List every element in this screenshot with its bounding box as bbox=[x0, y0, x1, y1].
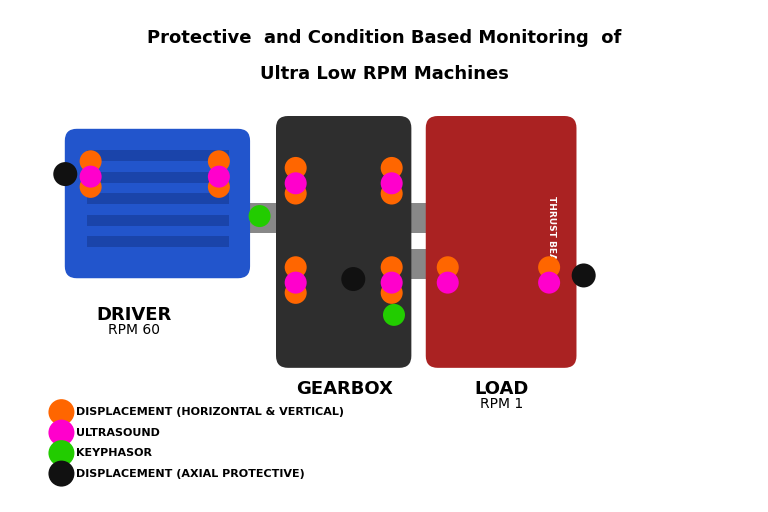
Ellipse shape bbox=[381, 173, 402, 194]
FancyBboxPatch shape bbox=[65, 129, 250, 278]
Ellipse shape bbox=[208, 151, 230, 172]
FancyBboxPatch shape bbox=[425, 116, 577, 368]
Text: DISPLACEMENT (AXIAL PROTECTIVE): DISPLACEMENT (AXIAL PROTECTIVE) bbox=[76, 468, 305, 479]
Text: LOAD: LOAD bbox=[475, 380, 528, 398]
Ellipse shape bbox=[285, 183, 306, 204]
Ellipse shape bbox=[53, 162, 78, 186]
Bar bbox=[87, 193, 229, 204]
Ellipse shape bbox=[80, 176, 101, 198]
Ellipse shape bbox=[538, 272, 560, 293]
Text: ULTRASOUND: ULTRASOUND bbox=[76, 428, 160, 438]
Ellipse shape bbox=[437, 257, 458, 278]
Ellipse shape bbox=[285, 257, 306, 278]
Ellipse shape bbox=[437, 272, 458, 293]
Text: Ultra Low RPM Machines: Ultra Low RPM Machines bbox=[260, 65, 508, 83]
Text: GEARBOX: GEARBOX bbox=[296, 380, 392, 398]
Text: RPM 60: RPM 60 bbox=[108, 323, 161, 337]
Text: RPM 1: RPM 1 bbox=[480, 397, 523, 412]
Bar bbox=[87, 215, 229, 226]
Text: Protective  and Condition Based Monitoring  of: Protective and Condition Based Monitorin… bbox=[147, 29, 621, 48]
Ellipse shape bbox=[80, 151, 101, 172]
Ellipse shape bbox=[285, 173, 306, 194]
Bar bbox=[288, 249, 576, 279]
Ellipse shape bbox=[285, 282, 306, 304]
Ellipse shape bbox=[341, 267, 366, 291]
Ellipse shape bbox=[285, 157, 306, 179]
Text: DRIVER: DRIVER bbox=[97, 306, 172, 324]
Ellipse shape bbox=[285, 272, 306, 293]
Ellipse shape bbox=[48, 420, 74, 445]
Text: DISPLACEMENT (HORIZONTAL & VERTICAL): DISPLACEMENT (HORIZONTAL & VERTICAL) bbox=[76, 407, 344, 417]
Ellipse shape bbox=[381, 157, 402, 179]
Ellipse shape bbox=[383, 304, 405, 326]
Ellipse shape bbox=[208, 176, 230, 198]
Bar bbox=[219, 203, 442, 233]
Text: KEYPHASOR: KEYPHASOR bbox=[76, 448, 152, 458]
Ellipse shape bbox=[48, 399, 74, 425]
Ellipse shape bbox=[80, 166, 101, 187]
Ellipse shape bbox=[381, 272, 402, 293]
Text: THRUST BEARING: THRUST BEARING bbox=[547, 196, 556, 285]
Ellipse shape bbox=[208, 166, 230, 187]
Bar bbox=[87, 236, 229, 247]
Ellipse shape bbox=[571, 264, 596, 287]
Ellipse shape bbox=[538, 257, 560, 278]
Ellipse shape bbox=[381, 282, 402, 304]
Ellipse shape bbox=[48, 461, 74, 486]
Ellipse shape bbox=[381, 183, 402, 204]
Ellipse shape bbox=[249, 205, 270, 227]
Ellipse shape bbox=[381, 257, 402, 278]
Bar bbox=[87, 150, 229, 161]
Bar bbox=[87, 172, 229, 183]
Ellipse shape bbox=[48, 440, 74, 466]
FancyBboxPatch shape bbox=[276, 116, 412, 368]
